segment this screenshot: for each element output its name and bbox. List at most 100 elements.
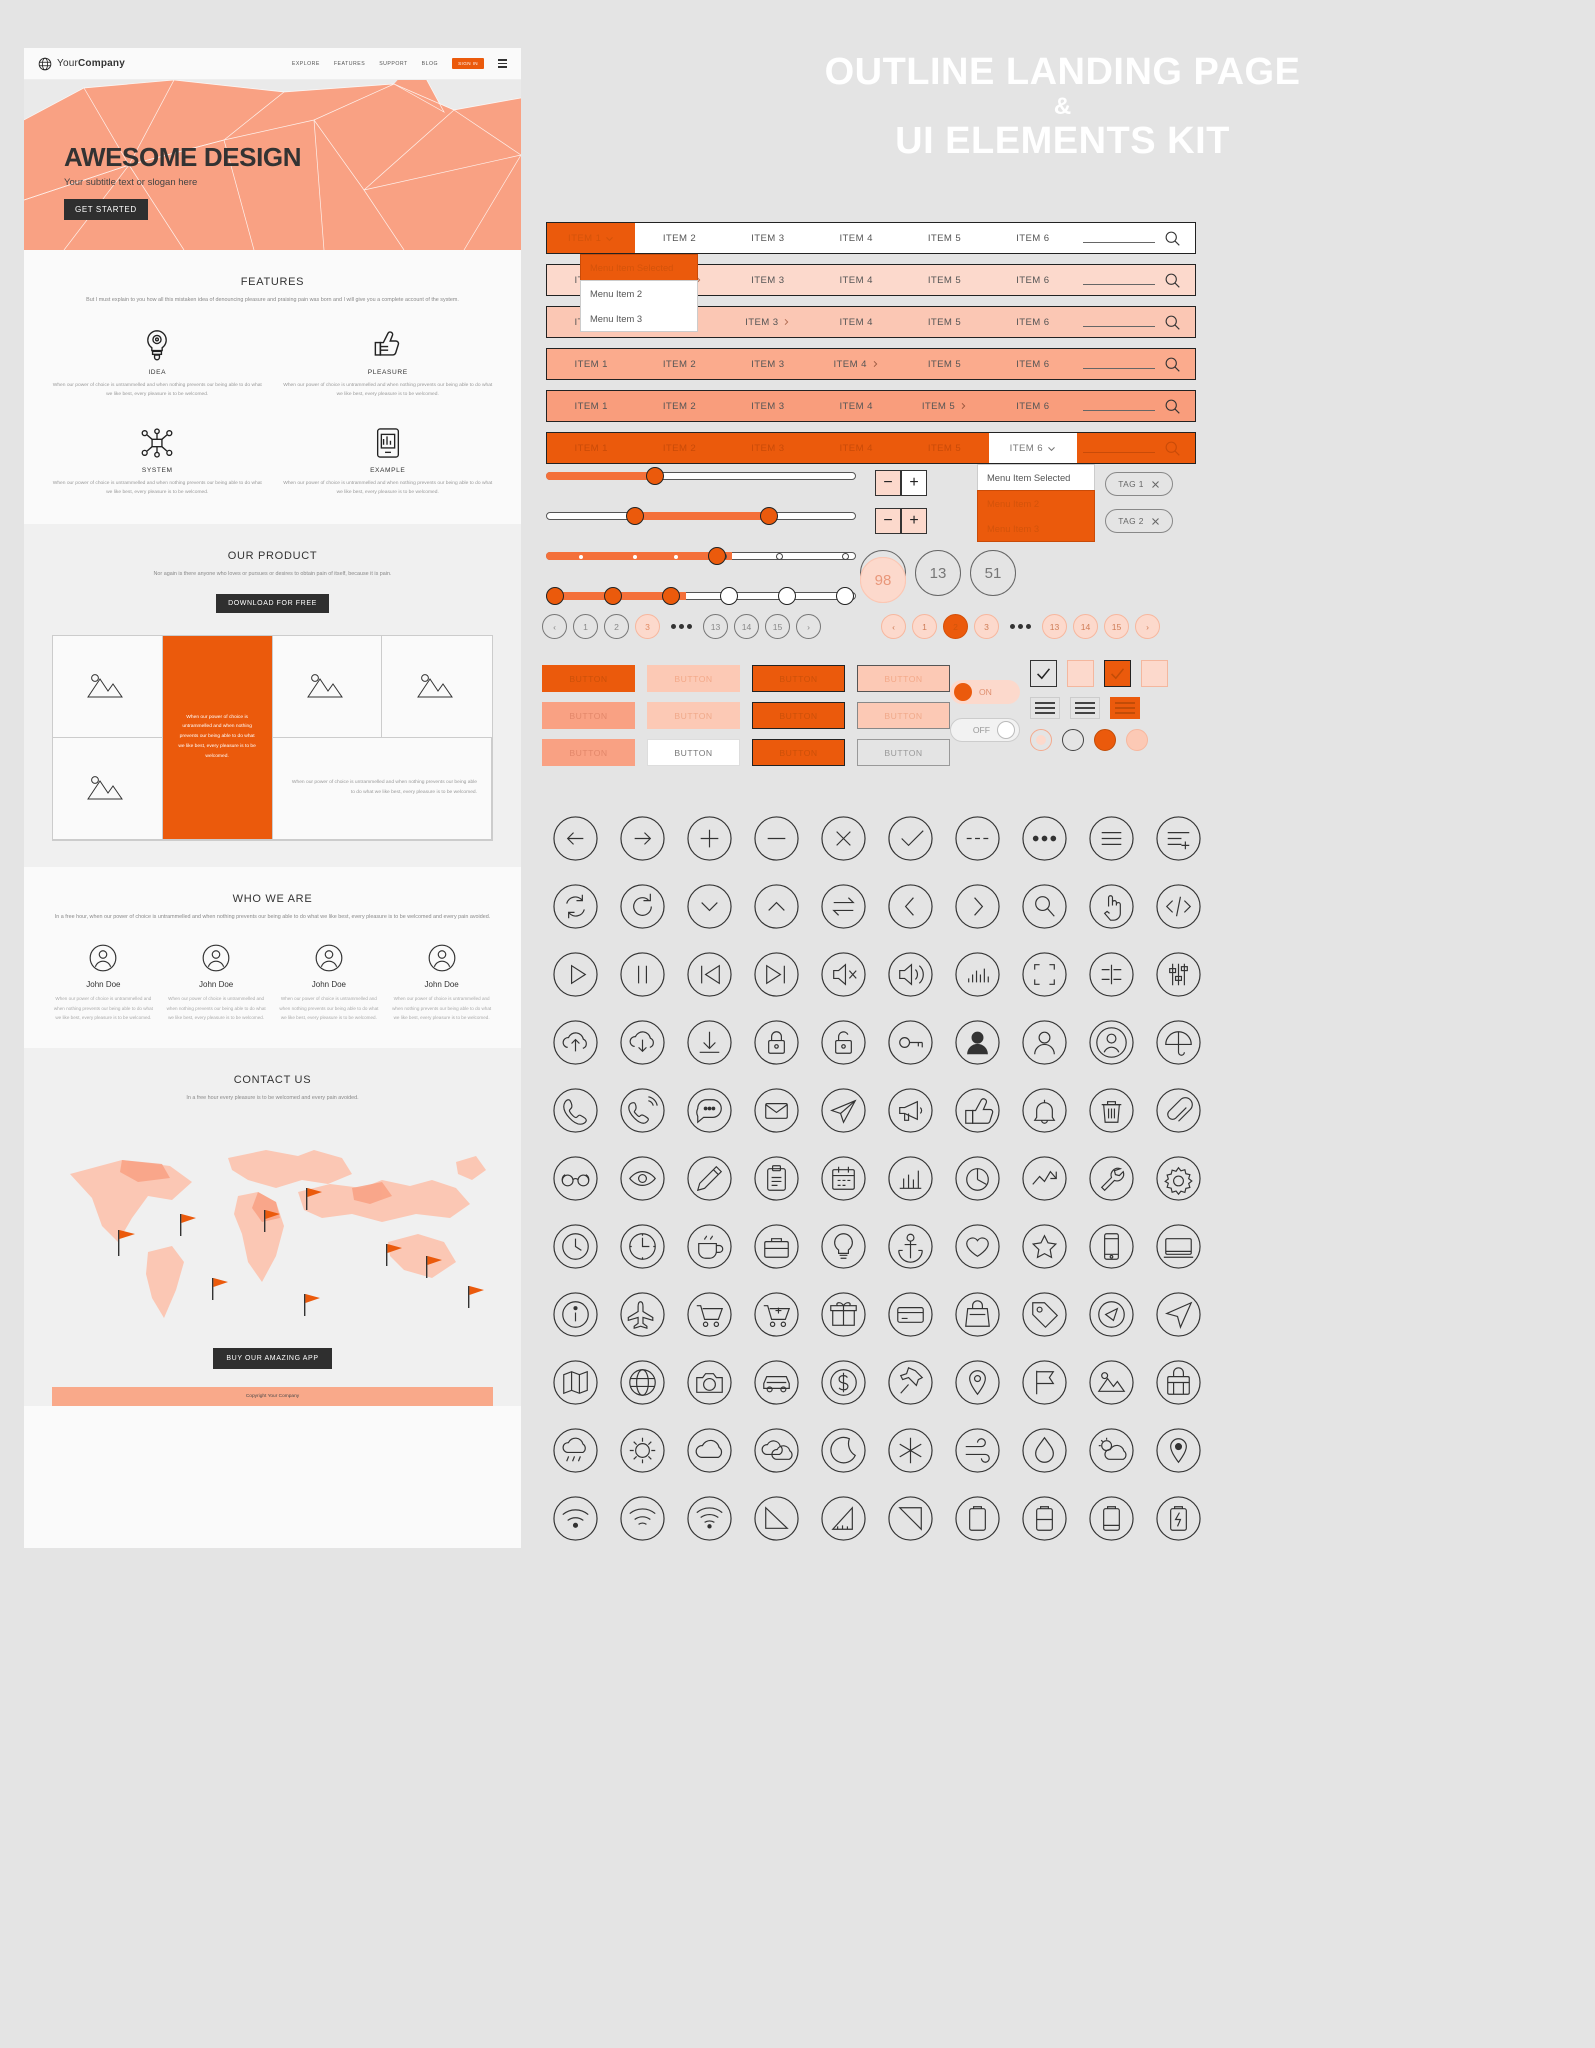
- navbar-item[interactable]: ITEM 2: [662, 358, 697, 370]
- navbar-item-active[interactable]: ITEM 4: [812, 349, 900, 379]
- pagination-next[interactable]: ›: [796, 614, 821, 639]
- navbar-item[interactable]: ITEM 6: [1016, 316, 1050, 328]
- partly-cloudy-icon[interactable]: [1078, 1417, 1144, 1484]
- signal-icon[interactable]: [609, 1485, 675, 1552]
- navbar-item[interactable]: ITEM 3: [751, 232, 785, 244]
- hamburger-menu-icon[interactable]: [498, 59, 507, 68]
- search-field[interactable]: [1077, 433, 1195, 463]
- cart-add-icon[interactable]: [743, 1281, 809, 1348]
- nav-link-explore[interactable]: EXPLORE: [291, 60, 320, 67]
- card-icon[interactable]: [877, 1281, 943, 1348]
- lock-icon[interactable]: [743, 1009, 809, 1076]
- slider-steps[interactable]: [546, 545, 856, 567]
- user-profile-icon[interactable]: [1078, 1009, 1144, 1076]
- list-view-icon-2[interactable]: [1070, 697, 1100, 719]
- pause-icon[interactable]: [609, 941, 675, 1008]
- phone-icon[interactable]: [542, 1077, 608, 1144]
- pagination-page[interactable]: 1: [573, 614, 598, 639]
- camera-icon[interactable]: [676, 1349, 742, 1416]
- cloud-upload-icon[interactable]: [542, 1009, 608, 1076]
- navbar-item[interactable]: ITEM 3: [751, 358, 785, 370]
- product-cell-wide[interactable]: When our power of choice is untrammelled…: [272, 737, 492, 840]
- product-cell[interactable]: [272, 635, 383, 738]
- car-icon[interactable]: [743, 1349, 809, 1416]
- battery-low-icon[interactable]: [1078, 1485, 1144, 1552]
- number-badge[interactable]: 98: [860, 557, 906, 603]
- search-field[interactable]: [1077, 391, 1195, 421]
- navbar-item[interactable]: ITEM 4: [839, 442, 873, 454]
- stepper-minus-button[interactable]: −: [875, 508, 901, 534]
- pagination-page[interactable]: 15: [765, 614, 790, 639]
- play-icon[interactable]: [542, 941, 608, 1008]
- stepper-plus-button[interactable]: +: [901, 508, 927, 534]
- minus-icon[interactable]: [743, 805, 809, 872]
- equalizer-icon[interactable]: [944, 941, 1010, 1008]
- download-button[interactable]: DOWNLOAD FOR FREE: [216, 593, 329, 613]
- button-solid[interactable]: BUTTON: [542, 665, 635, 692]
- pencil-icon[interactable]: [676, 1145, 742, 1212]
- bar-chart-icon[interactable]: [877, 1145, 943, 1212]
- time-icon[interactable]: [609, 1213, 675, 1280]
- eye-icon[interactable]: [609, 1145, 675, 1212]
- navbar-item[interactable]: ITEM 6: [1016, 400, 1050, 412]
- product-cell[interactable]: [382, 635, 492, 738]
- dropdown-item[interactable]: Menu Item Selected: [590, 262, 674, 273]
- navbar-item[interactable]: ITEM 5: [927, 316, 962, 328]
- buy-app-button[interactable]: BUY OUR AMAZING APP: [213, 1347, 332, 1369]
- thumbs-up-icon[interactable]: [944, 1077, 1010, 1144]
- pagination-page-current[interactable]: 3: [635, 614, 660, 639]
- line-chart-icon[interactable]: [1011, 1145, 1077, 1212]
- mail-icon[interactable]: [743, 1077, 809, 1144]
- drop-icon[interactable]: [1011, 1417, 1077, 1484]
- battery-charge-icon[interactable]: [1145, 1485, 1211, 1552]
- checkbox-checked[interactable]: [1030, 660, 1057, 687]
- wifi-full-icon[interactable]: [676, 1485, 742, 1552]
- pagination-page[interactable]: 14: [734, 614, 759, 639]
- briefcase-icon[interactable]: [743, 1213, 809, 1280]
- navbar-item[interactable]: ITEM 4: [839, 274, 873, 286]
- menu-add-icon[interactable]: [1145, 805, 1211, 872]
- chevron-right-icon[interactable]: [944, 873, 1010, 940]
- button-light[interactable]: BUTTON: [647, 665, 740, 692]
- cloud-download-icon[interactable]: [609, 1009, 675, 1076]
- checkbox-empty-light[interactable]: [1067, 660, 1094, 687]
- flag-icon[interactable]: [1011, 1349, 1077, 1416]
- sliders-icon[interactable]: [1145, 941, 1211, 1008]
- nav-link-features[interactable]: FEATURES: [333, 60, 366, 67]
- stepper-light-2[interactable]: − +: [875, 508, 927, 534]
- chat-icon[interactable]: [676, 1077, 742, 1144]
- battery-half-icon[interactable]: [1011, 1485, 1077, 1552]
- tag-chip[interactable]: TAG 2: [1105, 509, 1173, 533]
- search-field[interactable]: [1077, 265, 1195, 295]
- radio-empty[interactable]: [1062, 729, 1084, 751]
- heart-icon[interactable]: [944, 1213, 1010, 1280]
- navbar-item[interactable]: ITEM 6: [1016, 232, 1050, 244]
- moon-icon[interactable]: [810, 1417, 876, 1484]
- chevron-up-icon[interactable]: [743, 873, 809, 940]
- navbar-item[interactable]: ITEM 3: [751, 442, 785, 454]
- send-icon[interactable]: [810, 1077, 876, 1144]
- cloud-icon[interactable]: [676, 1417, 742, 1484]
- navbar-item[interactable]: ITEM 6: [1016, 274, 1050, 286]
- dash-dots-icon[interactable]: [944, 805, 1010, 872]
- user-icon[interactable]: [944, 1009, 1010, 1076]
- triangle-ruler-icon[interactable]: [810, 1485, 876, 1552]
- map-icon[interactable]: [542, 1349, 608, 1416]
- button-mid[interactable]: BUTTON: [542, 739, 635, 766]
- pin-icon[interactable]: [877, 1349, 943, 1416]
- dropdown-item[interactable]: Menu Item 3: [590, 313, 643, 324]
- basket-icon[interactable]: [1145, 1349, 1211, 1416]
- arrow-left-icon[interactable]: [542, 805, 608, 872]
- plus-icon[interactable]: [676, 805, 742, 872]
- globe-icon[interactable]: [609, 1349, 675, 1416]
- slider-multi-knob[interactable]: [546, 585, 856, 607]
- navbar-item-active[interactable]: ITEM 5: [900, 391, 988, 421]
- search-field[interactable]: [1077, 307, 1195, 337]
- chevron-down-icon[interactable]: [676, 873, 742, 940]
- plane-icon[interactable]: [609, 1281, 675, 1348]
- radio-light[interactable]: [1030, 729, 1052, 751]
- number-badge[interactable]: 13: [915, 550, 961, 596]
- toggle-off[interactable]: OFF: [950, 718, 1020, 742]
- image-icon[interactable]: [1078, 1349, 1144, 1416]
- button-outline[interactable]: BUTTON: [857, 739, 950, 766]
